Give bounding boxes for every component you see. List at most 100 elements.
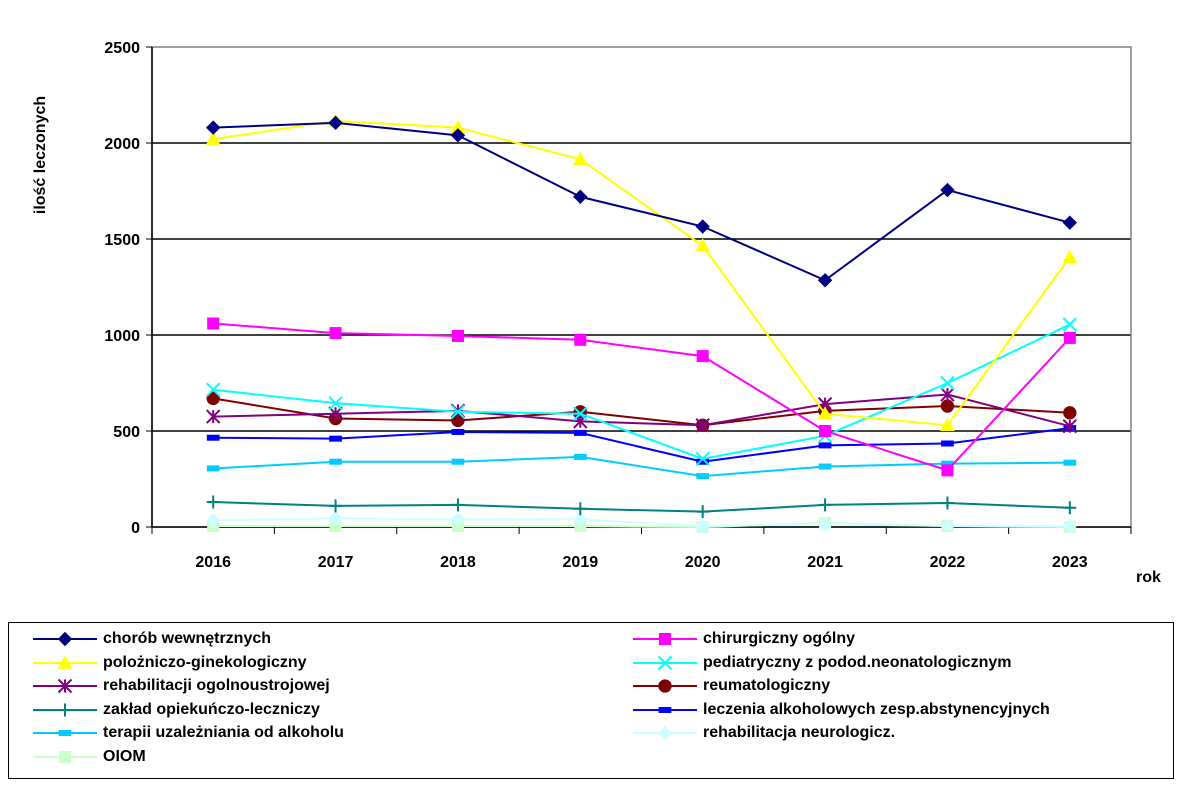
legend-swatch [33,631,97,647]
legend-swatch [633,632,697,646]
data-point [573,429,587,436]
legend-marker [57,678,73,694]
legend-marker [58,750,72,763]
data-point [940,375,955,391]
data-point [1063,331,1076,344]
x-tick-label: 2018 [440,554,476,571]
legend-marker [657,725,673,741]
series-9 [205,511,1078,534]
legend-item: rehabilitacja neurologicz. [631,721,895,745]
x-tick-label: 2022 [930,554,966,571]
data-point [328,395,343,411]
data-point [573,502,587,516]
data-point [451,329,464,342]
data-point [1063,459,1077,466]
data-point [206,391,220,406]
data-point [328,511,343,526]
data-point [940,399,955,413]
data-point [695,238,711,252]
legend-swatch [33,678,97,694]
data-point [1062,215,1078,230]
legend-label: chorób wewnętrznych [103,630,272,647]
series-line [213,517,1070,528]
legend-marker [658,632,672,646]
data-point [1062,249,1078,263]
x-tick-label: 2016 [195,554,231,571]
data-point [205,409,221,424]
x-tick-label: 2017 [318,554,354,571]
data-point [940,417,955,431]
legend-swatch [633,725,697,741]
legend-label: rehabilitacji ogolnoustrojowej [103,677,330,694]
legend-item: chirurgiczny ogólny [631,627,855,651]
data-point [573,189,588,204]
legend-label: polożniczo-ginekologiczny [103,653,307,671]
series-line [213,397,1070,427]
legend-marker [657,655,673,670]
data-point [1062,317,1078,332]
data-point [205,382,221,397]
data-point [696,350,709,363]
data-point [329,458,342,465]
y-tick-label: 1500 [104,232,140,249]
data-point [1062,518,1078,534]
tick-labels: 0 500 1000 1500 2000 2500 2016 2017 2018 2019 2020… [104,40,1087,571]
series-line [213,427,1070,463]
legend-label: OIOM [103,747,146,765]
line-chart: 0 500 1000 1500 2000 2500 2016 2017 2018 2019 2020… [32,40,1161,586]
series-line [213,501,1070,513]
data-point [1063,406,1077,420]
y-tick-label: 500 [113,424,140,441]
legend-item: leczenia alkoholowych zesp.abstynencyjny… [631,698,1050,722]
legend-label: terapii uzależniania od alkoholu [103,724,344,741]
series-line [213,121,1071,282]
y-tick-label: 2500 [104,40,140,57]
data-point [205,131,221,145]
data-point [1062,418,1078,434]
legend: chorób wewnętrznych chirurgiczny ogólny po… [8,622,1174,779]
legend-label: reumatologiczny [703,677,831,694]
legend-marker [57,654,73,669]
data-point [574,333,587,346]
legend-item: rehabilitacji ogolnoustrojowej [31,674,330,698]
data-point [573,512,588,527]
data-point [451,498,465,512]
data-point [572,151,588,166]
y-tick-label: 0 [131,520,140,537]
data-point [817,273,833,288]
x-tick-label: 2023 [1052,554,1088,571]
data-point [695,451,710,467]
data-point [206,434,220,441]
x-tick-label: 2019 [563,554,599,571]
legend-item: polożniczo-ginekologiczny [31,651,307,675]
legend-marker [658,706,672,713]
legend-swatch [33,703,97,716]
legend-label: pediatryczny z podod.neonatologicznym [703,653,1012,671]
data-point [940,518,955,534]
data-point [329,435,342,442]
data-point [328,406,343,421]
legend-label: rehabilitacja neurologicz. [703,724,896,741]
legend-item: pediatryczny z podod.neonatologicznym [631,651,1011,675]
data-point [817,406,833,420]
x-axis-title: rok [1136,569,1161,586]
y-tick-label: 2000 [104,136,140,153]
data-point [329,499,343,513]
data-point [695,518,710,534]
series-layer [205,113,1078,534]
data-point [941,464,954,477]
legend-swatch [33,750,97,763]
data-point [818,463,832,470]
data-point [450,404,466,420]
data-point [696,505,710,519]
data-point [1063,501,1077,515]
data-point [695,418,710,433]
legend-item: reumatologiczny [631,674,830,698]
data-point [451,428,465,435]
legend-swatch [633,655,697,670]
data-point [695,219,710,234]
axes [146,46,1132,534]
y-tick-label: 1000 [104,328,140,345]
series-line [213,119,1071,427]
series-line [213,323,1071,460]
